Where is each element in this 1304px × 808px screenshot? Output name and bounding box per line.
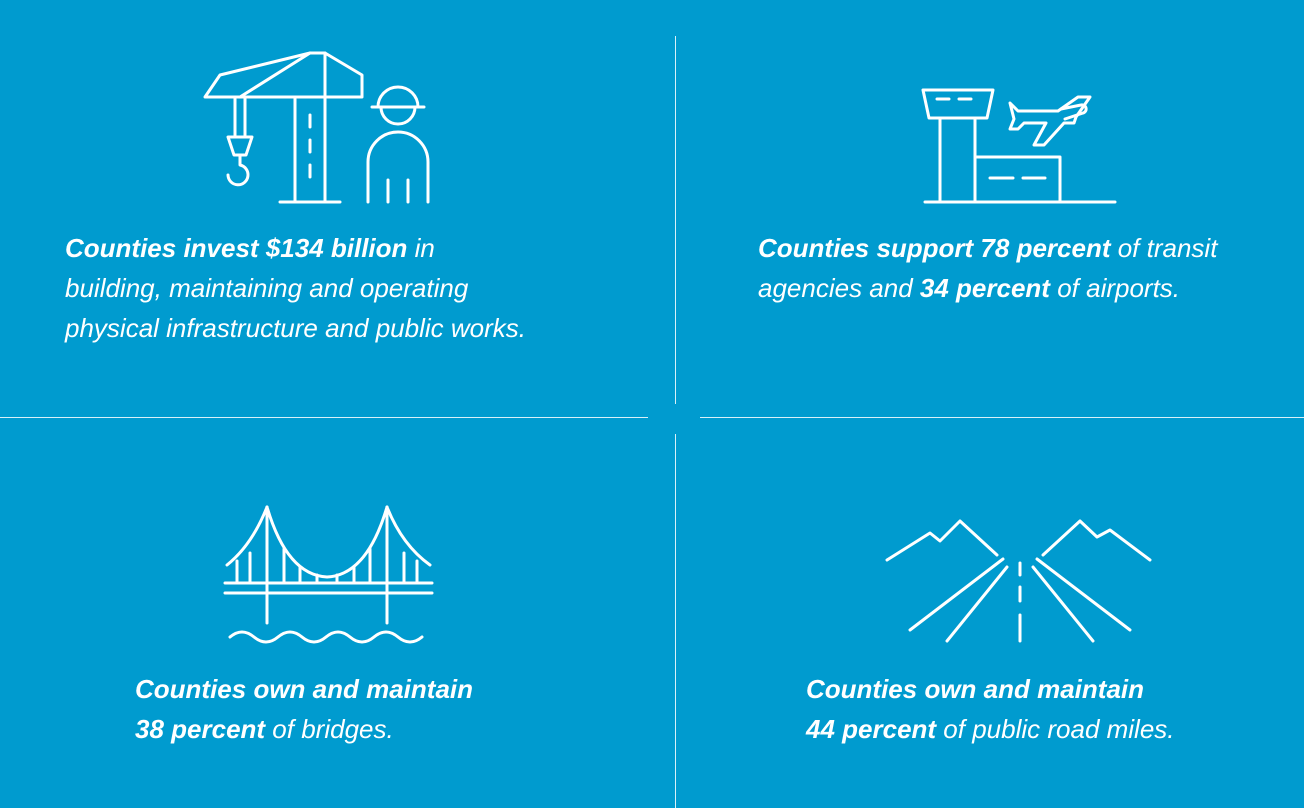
suspension-bridge-icon: [222, 505, 437, 645]
text-line: 44 percent of public road miles.: [806, 714, 1175, 744]
airport-tower-and-plane-icon: [915, 75, 1120, 210]
vertical-divider-bottom: [675, 434, 676, 808]
vertical-divider-top: [675, 36, 676, 404]
text-line: Counties own and maintain: [806, 674, 1145, 704]
text-line: agencies and 34 percent of airports.: [758, 273, 1181, 303]
panel-transit-text: Counties support 78 percent of transit a…: [758, 228, 1217, 308]
horizontal-divider-right: [700, 417, 1304, 418]
horizontal-divider-left: [0, 417, 648, 418]
text-line: Counties invest $134 billion in: [65, 233, 435, 263]
text-line: 38 percent of bridges.: [135, 714, 394, 744]
panel-infrastructure-text: Counties invest $134 billion in building…: [65, 228, 526, 348]
text-line: physical infrastructure and public works…: [65, 313, 526, 343]
panel-bridges-text: Counties own and maintain 38 percent of …: [135, 669, 473, 749]
text-line: Counties support 78 percent of transit: [758, 233, 1218, 263]
crane-and-worker-icon: [200, 45, 440, 210]
text-line: building, maintaining and operating: [65, 273, 469, 303]
road-and-mountains-icon: [885, 515, 1155, 645]
panel-roads-text: Counties own and maintain 44 percent of …: [806, 669, 1175, 749]
text-line: Counties own and maintain: [135, 674, 474, 704]
